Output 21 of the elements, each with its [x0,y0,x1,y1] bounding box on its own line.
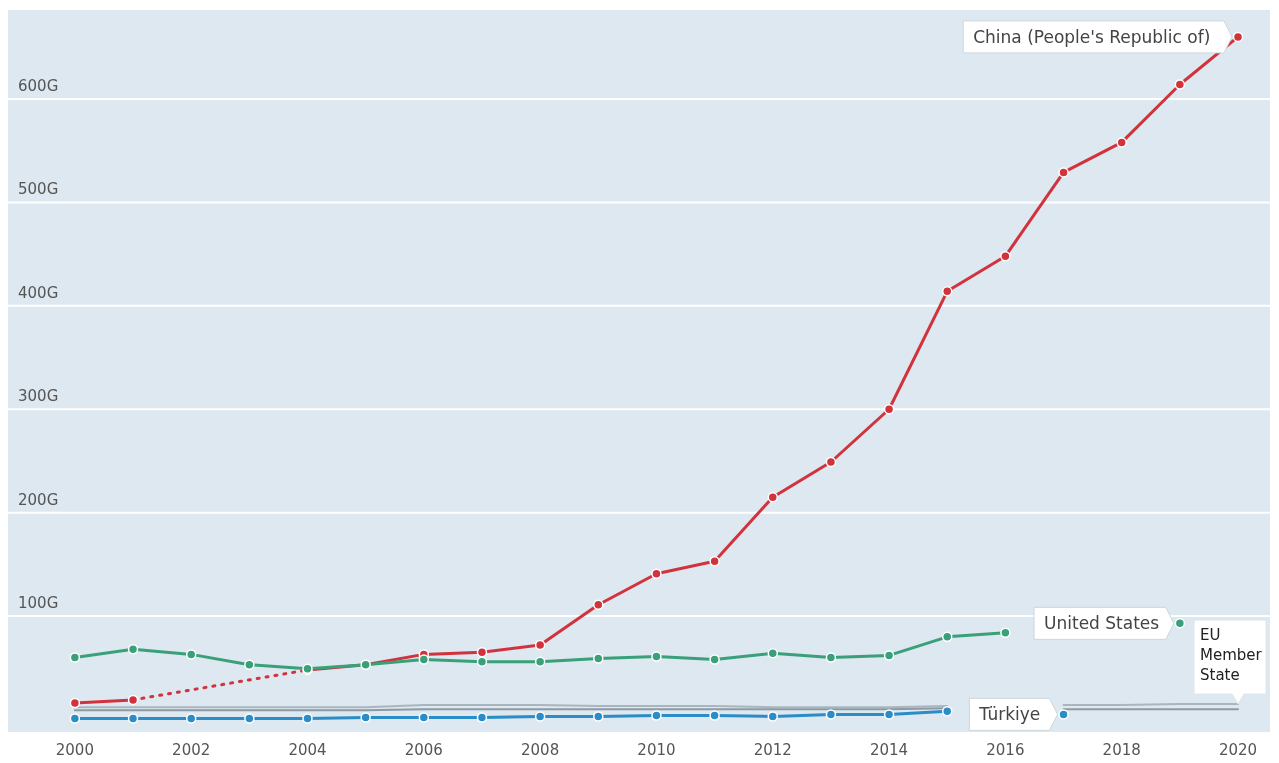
series-label: Türkiye [978,704,1041,725]
y-tick-label: 600G [18,76,59,95]
x-tick-label: 2010 [637,741,676,759]
x-tick-label: 2016 [986,741,1025,759]
series-label: United States [1044,613,1160,634]
x-tick-label: 2006 [404,741,443,759]
x-tick-label: 2018 [1102,741,1141,759]
x-tick-label: 2004 [288,741,327,759]
x-tick-label: 2020 [1218,741,1258,759]
x-tick-label: 2000 [55,741,94,759]
y-tick-label: 500G [18,180,59,199]
y-tick-label: 300G [18,387,59,406]
series-label: China (People's Republic of) [973,26,1211,47]
annotation: EU Member State [1200,626,1263,685]
y-tick-label: 200G [18,490,59,509]
x-tick-label: 2012 [753,741,792,759]
x-tick-label: 2014 [869,741,909,759]
y-tick-label: 100G [18,594,59,613]
y-tick-label: 400G [18,283,59,302]
x-tick-label: 2002 [172,741,211,759]
x-tick-label: 2008 [521,741,560,759]
